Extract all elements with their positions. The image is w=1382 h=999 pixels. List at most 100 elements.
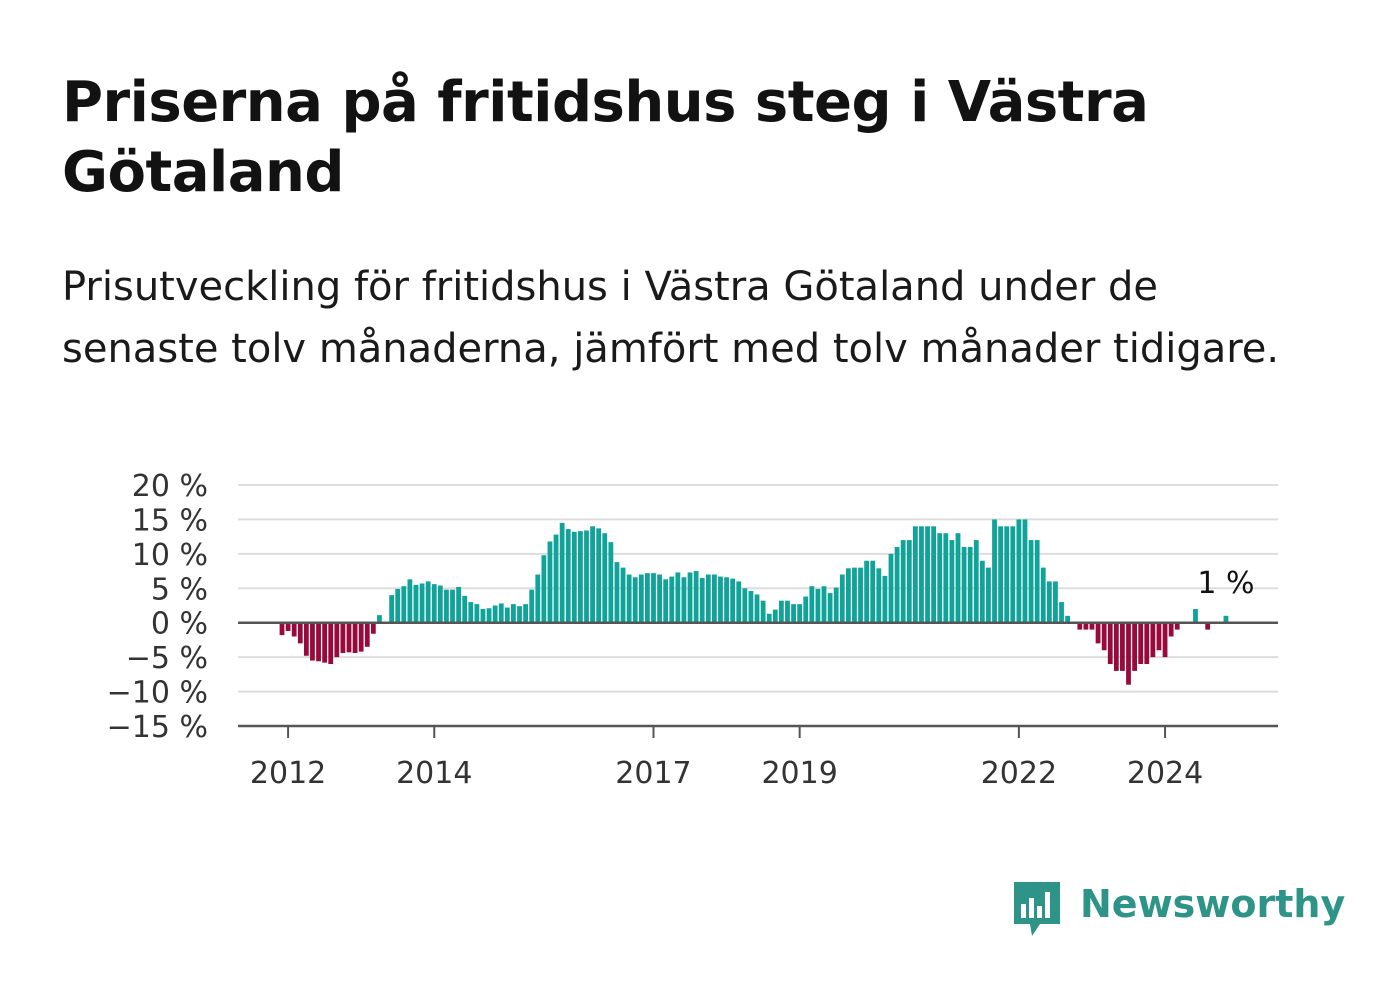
bar <box>450 589 455 623</box>
bar <box>1223 615 1229 623</box>
grid-lines <box>238 484 1278 693</box>
bar <box>882 575 888 623</box>
bar <box>754 594 760 623</box>
bar <box>395 588 401 623</box>
bar <box>334 622 340 658</box>
bar <box>705 574 711 623</box>
brand-logo: Newsworthy <box>1010 878 1345 940</box>
bar <box>614 562 620 623</box>
bar <box>346 622 352 653</box>
bar <box>285 622 291 631</box>
bar <box>663 579 669 623</box>
bar <box>937 533 943 623</box>
bar <box>535 574 541 623</box>
x-tick-label: 2017 <box>615 756 691 791</box>
bar <box>553 534 559 623</box>
y-tick-label: 20 % <box>132 469 208 504</box>
bar <box>1034 540 1040 623</box>
bar <box>973 540 979 623</box>
bar <box>925 526 930 623</box>
bar <box>596 528 602 623</box>
bar <box>626 574 632 623</box>
axes <box>238 621 1278 728</box>
bar <box>1126 622 1131 685</box>
bar <box>815 588 821 623</box>
bar <box>1059 602 1064 623</box>
bar <box>931 526 937 623</box>
bar <box>547 541 553 623</box>
bar <box>718 576 723 623</box>
bar <box>992 519 997 623</box>
bar <box>1065 615 1071 623</box>
bar <box>1174 622 1180 630</box>
bar <box>1162 622 1168 658</box>
bar <box>413 584 419 623</box>
bar <box>852 567 857 623</box>
bar <box>1077 622 1083 630</box>
bar <box>638 574 644 623</box>
bar <box>620 567 626 623</box>
bar <box>657 574 662 623</box>
bar <box>681 577 687 623</box>
bar <box>1113 622 1119 671</box>
y-tick-label: −5 % <box>126 641 208 676</box>
bar <box>833 587 839 623</box>
x-tick-label: 2024 <box>1127 756 1203 791</box>
bar <box>766 613 772 623</box>
newsworthy-logo-icon <box>1014 882 1060 936</box>
bar <box>955 533 961 623</box>
bar <box>310 622 315 661</box>
bar <box>986 567 991 623</box>
bar <box>291 622 297 637</box>
bar <box>687 572 693 623</box>
bar <box>328 622 334 665</box>
bar <box>1205 622 1211 630</box>
bar <box>693 571 699 623</box>
bar <box>303 622 309 656</box>
bar <box>949 540 955 623</box>
bar <box>760 600 766 623</box>
bar <box>772 609 778 623</box>
bar <box>559 522 565 623</box>
bar <box>419 583 425 623</box>
bar <box>377 615 382 623</box>
bars <box>279 519 1229 685</box>
bar <box>565 529 571 623</box>
bar <box>821 586 827 623</box>
bar <box>998 526 1004 623</box>
bar <box>864 560 870 623</box>
bar <box>1046 581 1052 623</box>
brand-name: Newsworthy <box>1080 882 1346 926</box>
bar <box>523 604 528 623</box>
bar <box>876 568 882 623</box>
bar <box>1022 519 1028 623</box>
y-tick-label: −15 % <box>107 710 208 745</box>
bar <box>943 533 949 623</box>
bar <box>919 526 924 623</box>
bar <box>730 578 736 623</box>
bar <box>1004 526 1010 623</box>
bar <box>401 586 407 623</box>
bar <box>1156 622 1162 651</box>
latest-value-label: 1 % <box>1197 566 1254 601</box>
y-tick-label: 15 % <box>132 503 208 538</box>
bar <box>474 604 480 623</box>
bar <box>1138 622 1144 665</box>
bar <box>1010 526 1016 623</box>
bar <box>584 530 589 623</box>
bar <box>785 600 790 623</box>
bar <box>778 600 784 623</box>
bar <box>1107 622 1113 665</box>
bar <box>407 579 413 623</box>
bar <box>437 585 443 623</box>
bar <box>578 531 583 623</box>
bar <box>389 595 395 623</box>
bar <box>803 596 809 623</box>
bar <box>669 576 675 623</box>
bar <box>456 586 462 623</box>
bar <box>1053 581 1058 623</box>
bar <box>845 568 851 623</box>
bar <box>316 622 321 662</box>
bar <box>711 574 717 623</box>
